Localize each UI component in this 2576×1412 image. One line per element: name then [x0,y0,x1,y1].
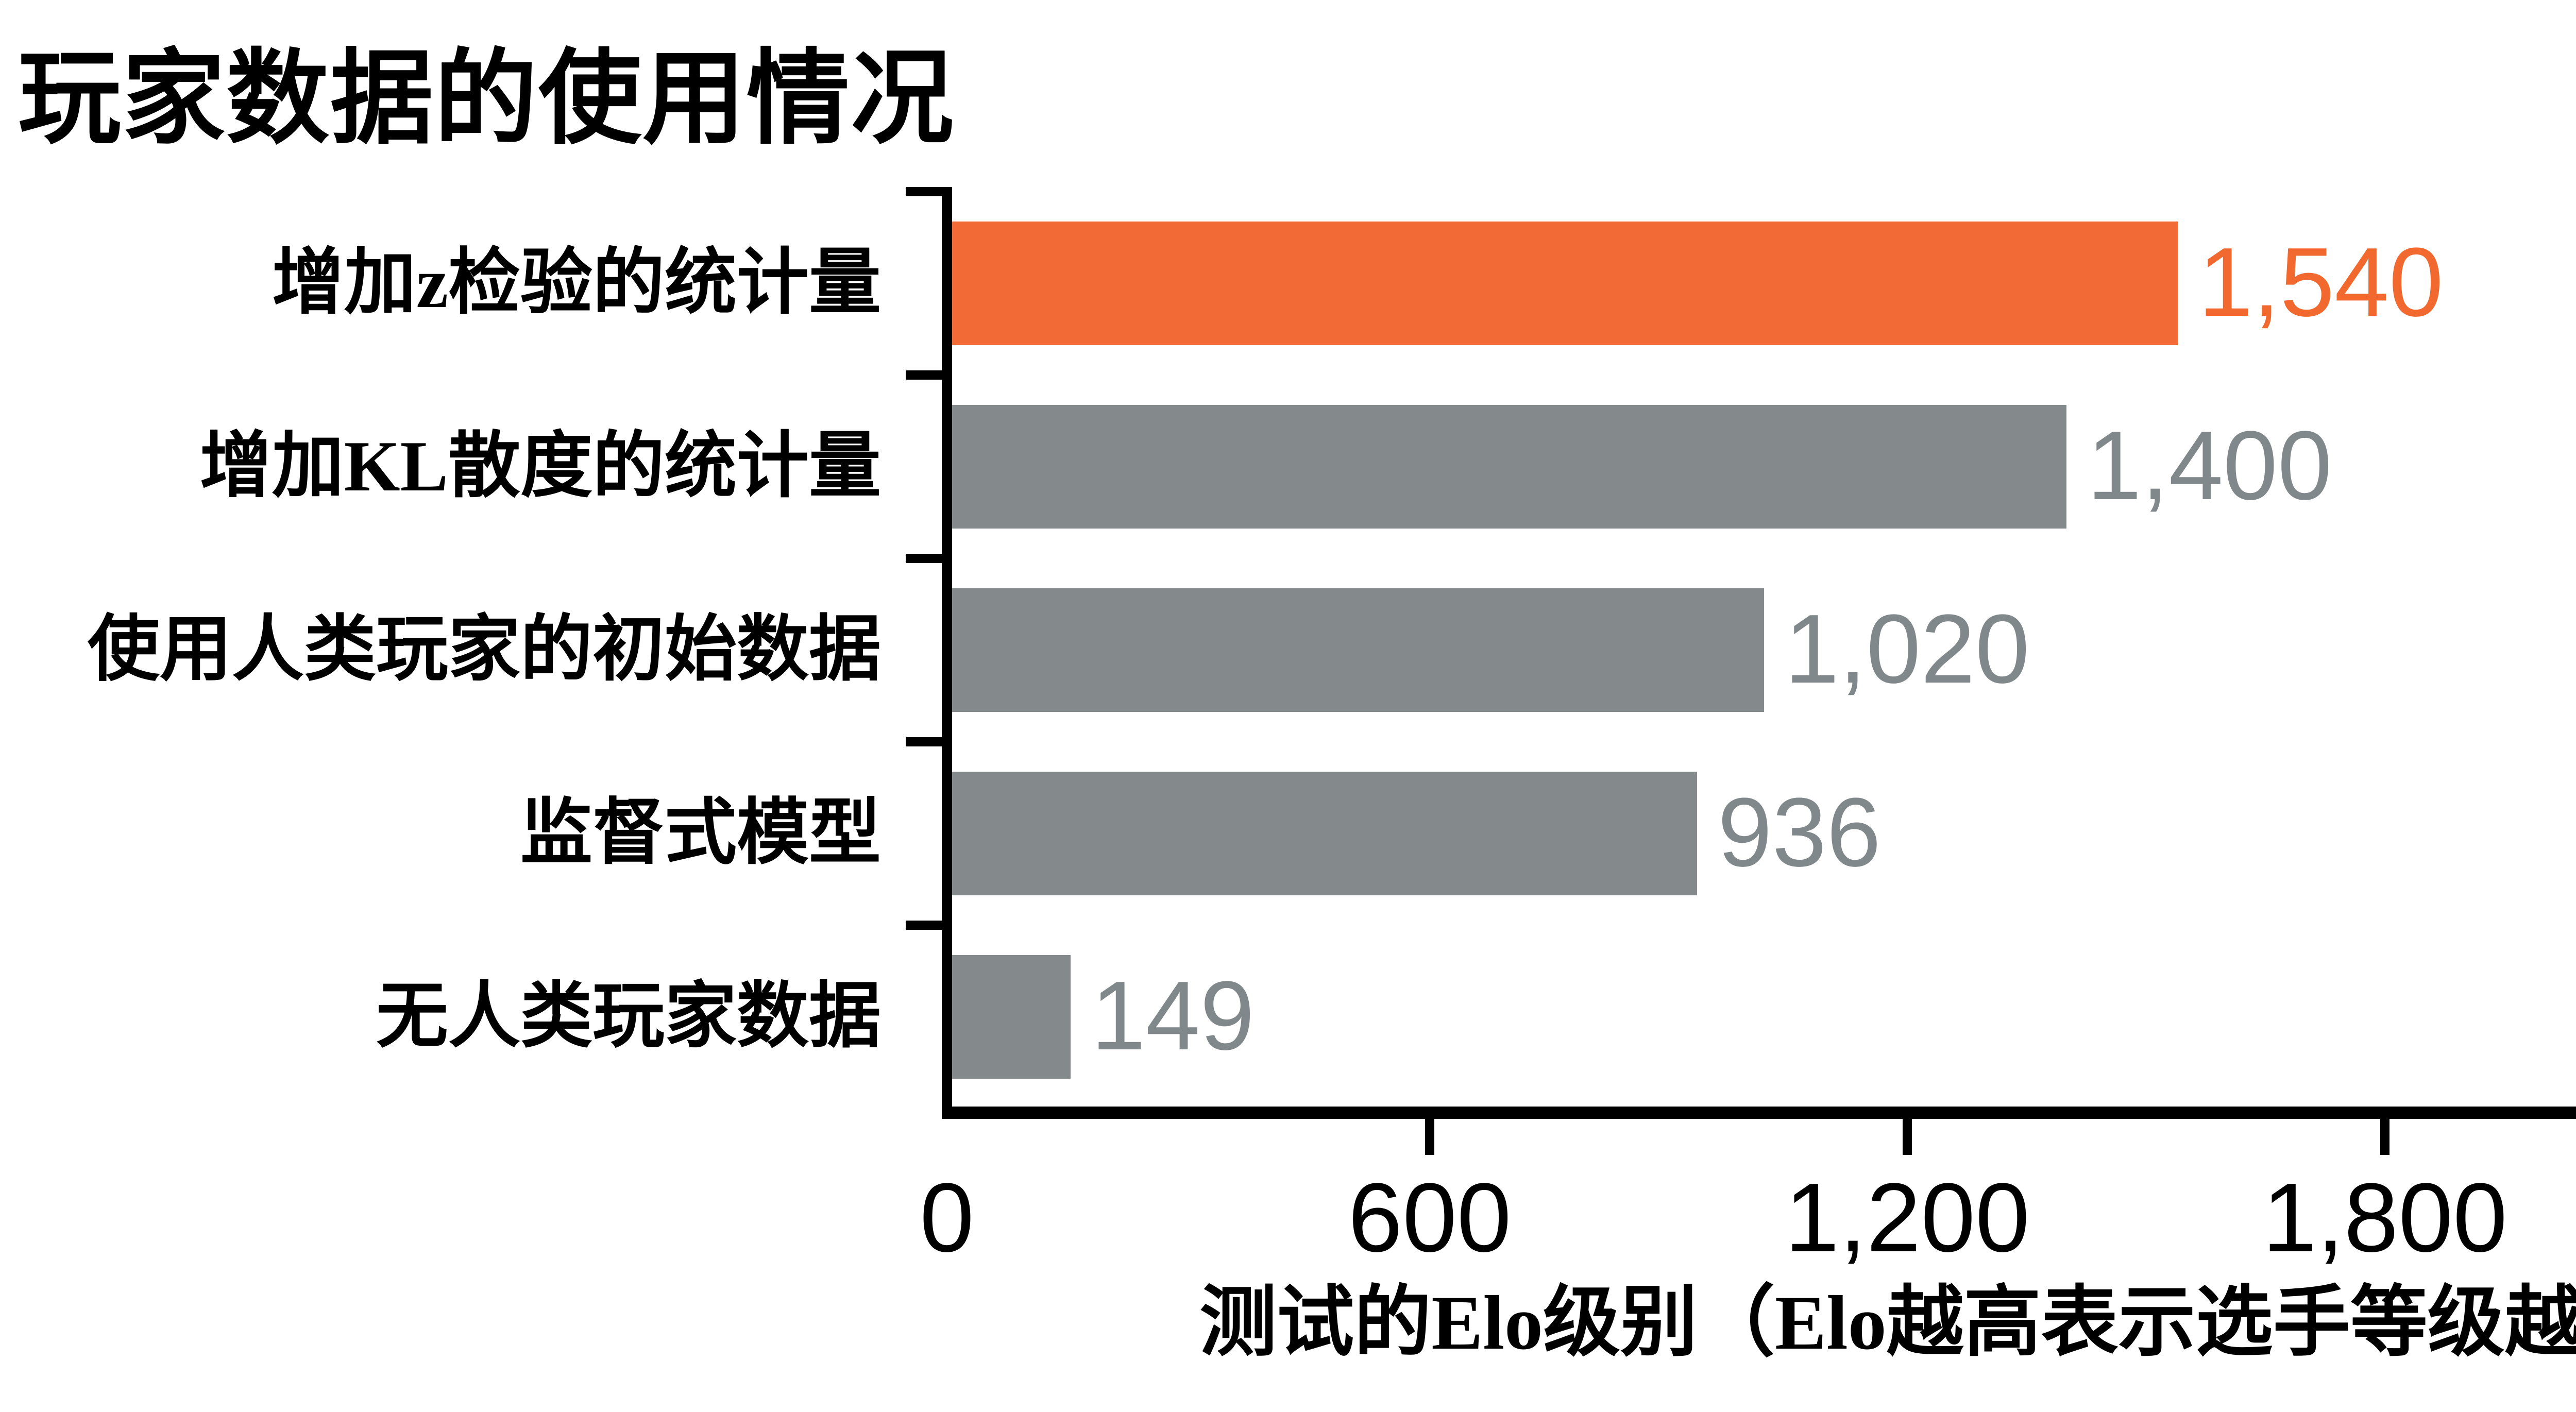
x-axis-tick [1425,1119,1434,1155]
x-axis-tick [1903,1119,1912,1155]
y-axis-tick [906,921,942,930]
bar-value-label: 1,020 [1785,594,2030,704]
y-axis-line [942,187,952,1119]
chart-title: 玩家数据的使用情况 [18,43,955,157]
y-axis-tick [906,187,942,196]
bar [952,955,1071,1079]
bar [952,405,2066,529]
x-tick-label: 0 [920,1163,974,1272]
bar-value-label: 149 [1091,961,1255,1070]
bar [952,222,2178,345]
bar [952,772,1697,895]
x-tick-label: 1,200 [1785,1163,2030,1272]
bar-value-label: 1,540 [2198,228,2444,337]
category-label: 增加z检验的统计量 [272,243,881,323]
bar-value-label: 936 [1718,778,1882,887]
y-axis-tick [906,554,942,563]
x-axis-title: 测试的Elo级别（Elo越高表示选手等级越高） [1199,1280,2576,1366]
x-tick-label: 1,800 [2262,1163,2507,1272]
y-axis-tick [906,737,942,746]
x-axis-line [942,1107,2576,1119]
category-label: 无人类玩家数据 [376,977,881,1057]
category-label: 增加KL散度的统计量 [199,427,881,506]
y-axis-tick [906,370,942,380]
category-label: 使用人类玩家的初始数据 [87,610,881,690]
category-label: 监督式模型 [520,793,881,873]
bar-value-label: 1,400 [2087,411,2332,520]
x-axis-tick [2380,1119,2389,1155]
x-tick-label: 600 [1348,1163,1512,1272]
bar [952,588,1764,712]
